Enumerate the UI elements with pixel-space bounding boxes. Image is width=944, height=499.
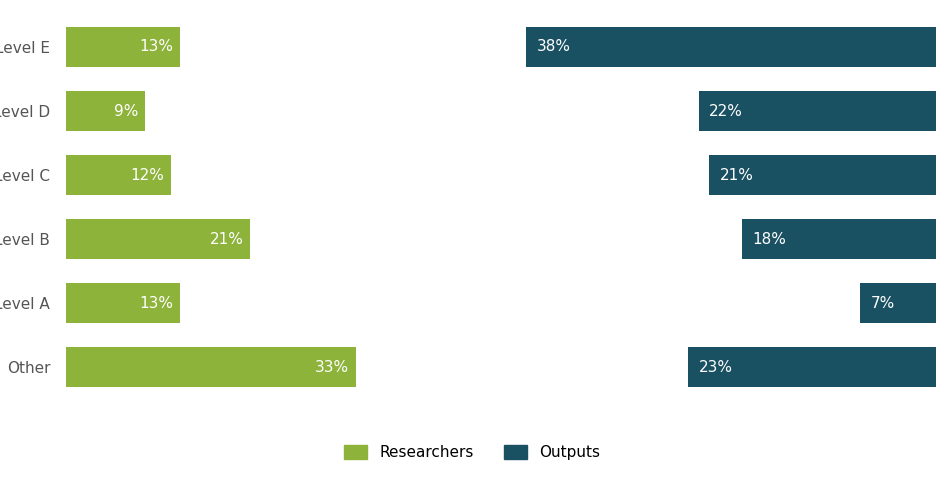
- Text: 7%: 7%: [0, 498, 1, 499]
- Text: 33%: 33%: [314, 360, 348, 375]
- Bar: [66, 155, 171, 195]
- Text: 13%: 13%: [139, 39, 173, 54]
- Text: 21%: 21%: [719, 168, 753, 183]
- Bar: [66, 219, 250, 259]
- Text: 12%: 12%: [130, 168, 164, 183]
- Text: 23%: 23%: [698, 360, 732, 375]
- Bar: [66, 27, 180, 67]
- Text: 13%: 13%: [139, 295, 173, 311]
- Bar: [859, 283, 935, 323]
- Legend: Researchers, Outputs: Researchers, Outputs: [338, 439, 606, 467]
- Text: 38%: 38%: [536, 39, 570, 54]
- Bar: [709, 155, 935, 195]
- Bar: [66, 283, 180, 323]
- Bar: [66, 347, 356, 387]
- Text: 9%: 9%: [113, 103, 138, 119]
- Text: 22%: 22%: [709, 103, 742, 119]
- Text: 38%: 38%: [0, 498, 1, 499]
- Text: 7%: 7%: [870, 295, 894, 311]
- Text: 21%: 21%: [210, 232, 244, 247]
- Text: 23%: 23%: [0, 498, 1, 499]
- Bar: [741, 219, 935, 259]
- Text: 21%: 21%: [0, 498, 1, 499]
- Text: 22%: 22%: [0, 498, 1, 499]
- Bar: [66, 91, 145, 131]
- Bar: [526, 27, 935, 67]
- Text: 18%: 18%: [751, 232, 785, 247]
- Text: 18%: 18%: [0, 498, 1, 499]
- Bar: [698, 91, 935, 131]
- Bar: [687, 347, 935, 387]
